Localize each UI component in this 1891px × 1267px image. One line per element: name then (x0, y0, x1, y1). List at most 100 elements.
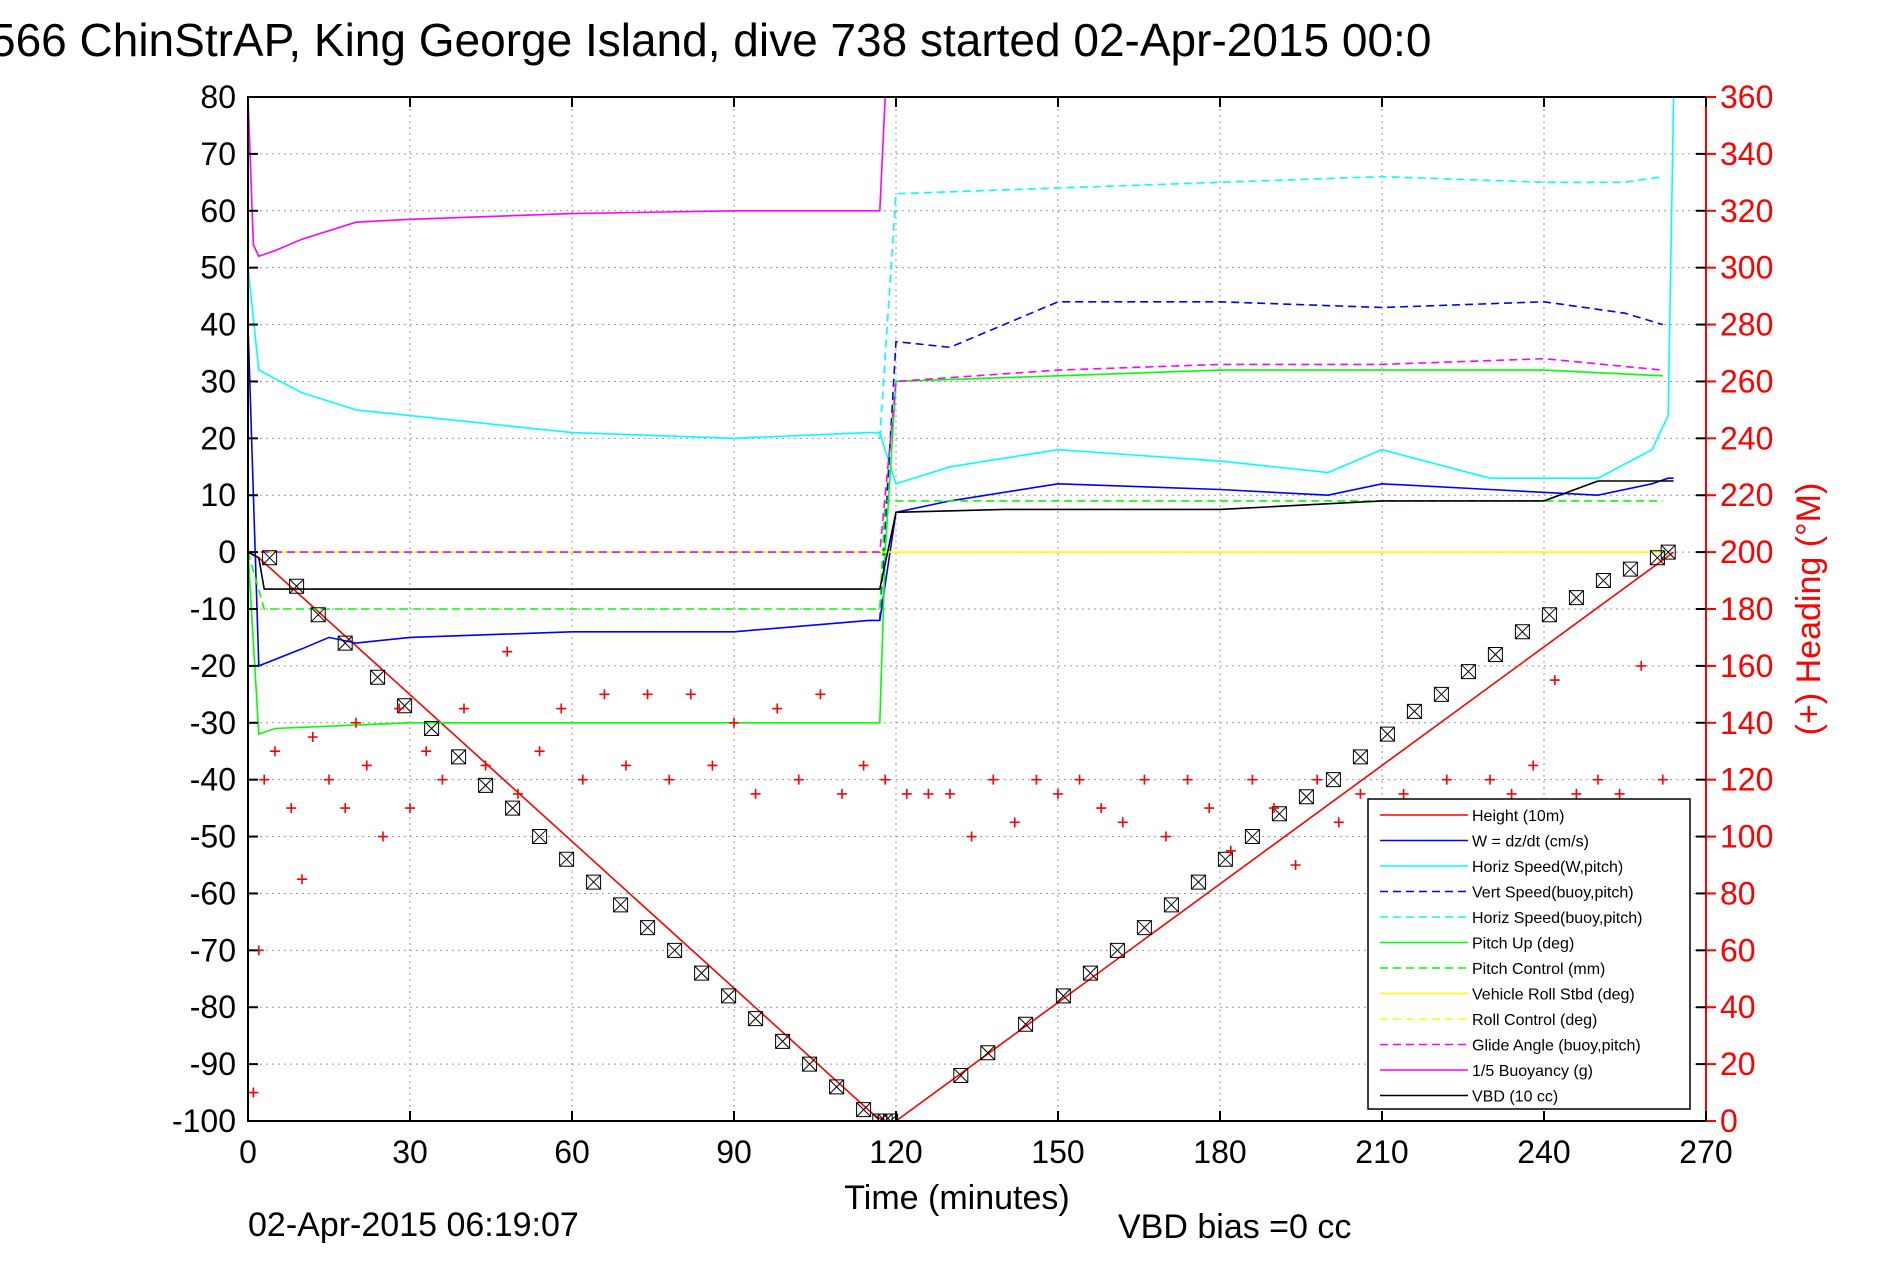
depth-marker (451, 749, 467, 765)
depth-marker (667, 942, 683, 958)
x-axis-label: Time (minutes) (844, 1179, 1069, 1217)
depth-marker (310, 607, 326, 623)
left-tick-label: -60 (190, 875, 236, 911)
heading-point (901, 788, 912, 799)
heading-point (1161, 831, 1171, 842)
bottom-tick-label: 30 (392, 1134, 428, 1170)
heading-point (1593, 774, 1603, 785)
left-tick-label: -10 (190, 591, 236, 627)
depth-marker (1622, 561, 1638, 577)
right-tick-label: 320 (1720, 193, 1773, 229)
heading-point (923, 788, 934, 799)
heading-point (837, 788, 847, 799)
heading-point (1182, 774, 1193, 785)
heading-point (340, 803, 351, 814)
heading-point (599, 689, 610, 700)
heading-point (1571, 788, 1582, 799)
heading-point (351, 717, 361, 728)
right-tick-label: 120 (1720, 762, 1773, 798)
legend-label: Vert Speed(buoy,pitch) (1472, 885, 1634, 902)
heading-point (1441, 774, 1452, 785)
heading-point (685, 689, 696, 700)
heading-point (750, 788, 761, 799)
heading-point (259, 774, 270, 785)
heading-point (307, 732, 318, 742)
depth-marker (370, 669, 386, 685)
chart-title: 566 ChinStrAP, King George Island, dive … (0, 14, 1431, 66)
bottom-tick-label: 60 (554, 1134, 590, 1170)
depth-marker (337, 635, 353, 651)
series-line-4 (879, 175, 1663, 439)
heading-point (945, 788, 955, 799)
right-tick-label: 60 (1720, 932, 1756, 968)
heading-point (248, 1087, 259, 1098)
heading-point (1657, 774, 1668, 785)
left-tick-label: -40 (190, 762, 236, 798)
depth-marker (505, 800, 521, 816)
heading-point (858, 760, 869, 771)
depth-marker (289, 578, 305, 594)
depth-marker (1325, 772, 1341, 788)
heading-point (988, 774, 999, 785)
right-tick-label: 180 (1720, 591, 1773, 627)
heading-point (1139, 774, 1150, 785)
bottom-tick-label: 210 (1355, 1134, 1408, 1170)
heading-point (1074, 774, 1085, 785)
heading-point (1031, 774, 1042, 785)
right-axis-label: (+) Heading (°M) (1790, 483, 1828, 736)
heading-point (1247, 774, 1258, 785)
depth-marker (829, 1079, 845, 1095)
series-line-5 (248, 369, 1663, 736)
heading-point (1225, 845, 1236, 856)
heading-point (556, 703, 567, 714)
depth-marker (586, 874, 602, 890)
right-axis-ticks: 3603403203002802602402202001801601401201… (1706, 79, 1773, 1139)
right-tick-label: 260 (1720, 363, 1773, 399)
left-tick-label: 50 (200, 250, 236, 286)
right-tick-label: 340 (1720, 136, 1773, 172)
legend-label: Horiz Speed(buoy,pitch) (1472, 910, 1642, 927)
left-tick-label: -50 (190, 819, 236, 855)
left-tick-label: -20 (190, 648, 236, 684)
heading-point (1528, 760, 1539, 771)
right-tick-label: 160 (1720, 648, 1773, 684)
right-tick-label: 0 (1720, 1103, 1738, 1139)
series-line-2 (248, 97, 1675, 485)
heading-point (324, 774, 334, 785)
legend-label: Horiz Speed(W,pitch) (1472, 859, 1623, 876)
depth-marker (1018, 1016, 1034, 1032)
legend: Height (10m) W = dz/dt (cm/s) Horiz Speed(… (1367, 798, 1691, 1110)
depth-marker (1433, 686, 1449, 702)
depth-marker (1163, 897, 1179, 913)
legend-label: 1/5 Buoyancy (g) (1472, 1063, 1593, 1080)
depth-marker (1541, 607, 1557, 623)
series-line-6 (248, 500, 1663, 610)
heading-point (815, 689, 826, 700)
depth-marker (1595, 573, 1611, 589)
left-tick-label: 60 (200, 193, 236, 229)
legend-label: Pitch Control (mm) (1472, 961, 1605, 978)
heading-point (1312, 774, 1323, 785)
left-tick-label: -70 (190, 932, 236, 968)
left-tick-label: -100 (172, 1103, 236, 1139)
right-tick-label: 300 (1720, 250, 1773, 286)
heading-point (1614, 788, 1625, 799)
heading-point (772, 703, 783, 714)
heading-point (1485, 774, 1495, 785)
left-tick-label: -30 (190, 705, 236, 741)
right-tick-label: 20 (1720, 1046, 1756, 1082)
heading-point (664, 774, 675, 785)
depth-marker (640, 920, 656, 936)
footer-note: VBD bias =0 cc (1118, 1208, 1351, 1246)
legend-label: Pitch Up (deg) (1472, 936, 1574, 953)
heading-point (394, 703, 405, 714)
series-line-9 (248, 357, 1663, 553)
heading-point (1398, 788, 1409, 799)
depth-marker (1379, 726, 1395, 742)
heading-point (437, 774, 448, 785)
heading-point (1333, 817, 1344, 828)
heading-point (297, 874, 307, 885)
heading-point (1009, 817, 1020, 828)
heading-point (1096, 803, 1107, 814)
right-tick-label: 80 (1720, 875, 1756, 911)
